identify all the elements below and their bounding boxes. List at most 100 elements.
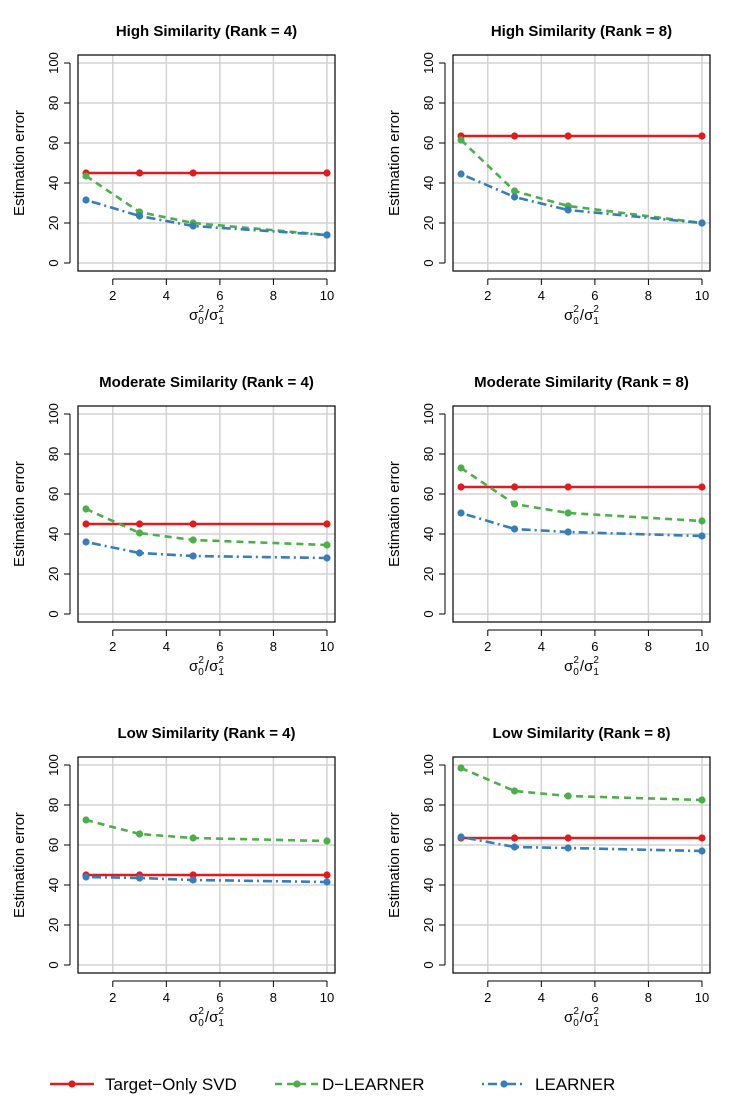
legend-item-2: D−LEARNER: [275, 1075, 425, 1094]
data-point: [698, 834, 706, 842]
data-point: [323, 871, 331, 879]
series-line-3: [85, 540, 327, 560]
data-point: [189, 552, 197, 560]
series-line-3: [460, 172, 703, 225]
x-tick-label: 10: [320, 990, 334, 1005]
data-point: [564, 483, 572, 491]
y-tick-label: 20: [46, 567, 61, 581]
y-tick-label: 60: [46, 136, 61, 150]
x-tick-label: 2: [109, 990, 116, 1005]
data-point: [564, 528, 572, 536]
series-line-3: [86, 875, 327, 884]
y-tick-label: 20: [46, 918, 61, 932]
data-point: [510, 834, 519, 842]
data-point: [457, 170, 465, 178]
x-tick-label: 2: [484, 639, 491, 654]
data-point: [564, 132, 572, 140]
y-tick-label: 80: [421, 96, 436, 110]
y-axis-label: Estimation error: [386, 461, 403, 567]
data-point: [135, 549, 144, 557]
data-point: [457, 464, 465, 472]
legend-swatch-point: [500, 1080, 508, 1088]
data-point: [135, 874, 144, 882]
data-point: [323, 837, 331, 845]
data-point: [698, 483, 706, 491]
panel-6: Low Similarity (Rank = 8) 0 20 40 60 80 100 Est…: [386, 725, 711, 1029]
panel-5: Low Similarity (Rank = 4) 0 20 40 60 80 100 Est…: [11, 725, 336, 1029]
data-point: [510, 132, 519, 140]
data-point: [135, 830, 144, 838]
data-point: [510, 843, 519, 851]
panel-title: Low Similarity (Rank = 4): [118, 725, 296, 742]
data-point: [457, 136, 465, 144]
x-tick-label: 10: [320, 288, 334, 303]
data-point: [82, 873, 90, 881]
x-axis-label: σ02/σ12: [189, 1006, 224, 1029]
x-tick-label: 6: [591, 288, 598, 303]
x-tick-label: 10: [320, 639, 334, 654]
data-point: [189, 834, 197, 842]
y-tick-label: 100: [421, 52, 436, 74]
series-line-2: [85, 507, 328, 547]
data-point: [135, 529, 144, 537]
y-tick-label: 40: [421, 878, 436, 892]
data-point: [135, 212, 144, 220]
panel-title: High Similarity (Rank = 4): [116, 23, 297, 40]
x-axis-label: σ02/σ12: [564, 304, 599, 327]
panel-title: High Similarity (Rank = 8): [491, 23, 672, 40]
legend-label: Target−Only SVD: [105, 1075, 237, 1094]
data-point: [564, 206, 572, 214]
data-point: [564, 834, 572, 842]
panel-title: Low Similarity (Rank = 8): [493, 725, 671, 742]
y-axis-label: Estimation error: [11, 110, 28, 216]
data-point: [189, 222, 197, 230]
data-point: [457, 509, 465, 517]
x-tick-label: 2: [484, 990, 491, 1005]
data-point: [698, 532, 706, 540]
x-tick-label: 2: [109, 288, 116, 303]
y-tick-label: 80: [421, 447, 436, 461]
x-tick-label: 8: [270, 990, 277, 1005]
y-tick-label: 40: [421, 176, 436, 190]
y-tick-label: 20: [421, 567, 436, 581]
panel-2: High Similarity (Rank = 8) 0 20 40 60 80 100 Es…: [386, 23, 711, 327]
panel-title: Moderate Similarity (Rank = 8): [474, 374, 689, 391]
panel-4: Moderate Similarity (Rank = 8) 0 20 40 60 80 1…: [386, 374, 711, 678]
y-tick-label: 60: [46, 487, 61, 501]
data-point: [698, 132, 706, 140]
x-tick-label: 6: [216, 990, 223, 1005]
y-tick-label: 40: [421, 527, 436, 541]
data-point: [323, 878, 331, 886]
x-tick-label: 4: [163, 990, 170, 1005]
y-tick-label: 60: [421, 838, 436, 852]
data-point: [189, 169, 197, 177]
series-line-3: [460, 511, 703, 538]
data-point: [189, 520, 197, 528]
data-point: [698, 847, 706, 855]
legend-swatch-point: [293, 1080, 301, 1088]
data-point: [698, 219, 706, 227]
legend-swatch-point: [68, 1080, 76, 1088]
y-tick-label: 80: [46, 798, 61, 812]
data-point: [82, 172, 90, 180]
data-point: [457, 833, 465, 841]
y-tick-label: 100: [421, 754, 436, 776]
data-point: [189, 871, 197, 879]
x-tick-label: 4: [538, 288, 545, 303]
data-point: [135, 520, 144, 528]
x-tick-label: 8: [645, 288, 652, 303]
x-tick-label: 6: [216, 288, 223, 303]
data-point: [510, 500, 519, 508]
plot-frame: [77, 54, 336, 272]
x-tick-label: 6: [591, 990, 598, 1005]
y-tick-label: 60: [46, 838, 61, 852]
plot-frame: [452, 756, 711, 974]
y-tick-label: 20: [421, 216, 436, 230]
series-line-2: [85, 174, 328, 237]
legend: Target−Only SVD D−LEARNER LEARNER: [50, 1075, 615, 1094]
plot-frame: [452, 54, 711, 272]
data-point: [510, 483, 519, 491]
y-axis-label: Estimation error: [386, 812, 403, 918]
data-point: [564, 844, 572, 852]
data-point: [82, 538, 90, 546]
